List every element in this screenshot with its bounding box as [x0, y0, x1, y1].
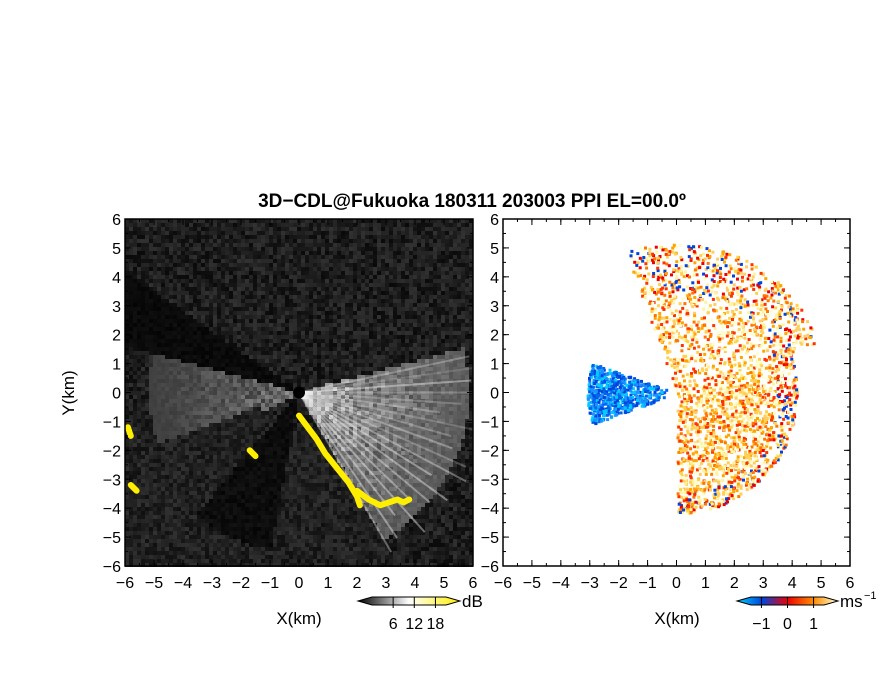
x-tick-label: −5: [145, 575, 163, 592]
velocity-x-axis-label: X(km): [654, 609, 699, 628]
x-tick-label: 3: [382, 575, 391, 592]
y-tick-label: 5: [490, 241, 499, 258]
x-tick-label: −4: [174, 575, 192, 592]
beam-streak: [298, 355, 470, 394]
x-tick-label: 5: [817, 575, 826, 592]
colorbar-tick-label: 12: [405, 616, 423, 633]
x-tick-label: 2: [730, 575, 739, 592]
velocity-colorbar: −1 0 1ms −1: [735, 590, 877, 633]
beam-streak: [298, 391, 482, 433]
x-tick-label: −2: [610, 575, 628, 592]
colorbar-unit-exponent: −1: [864, 590, 877, 602]
colorbar-tick-label: 6: [389, 616, 398, 633]
y-tick-label: 1: [490, 357, 499, 374]
high-echo-track: [127, 482, 140, 494]
x-tick-label: −4: [552, 575, 570, 592]
y-tick-label: 3: [112, 299, 121, 316]
high-echo-track: [354, 487, 413, 509]
x-tick-label: −3: [203, 575, 221, 592]
y-tick-label: 4: [112, 270, 121, 287]
beam-streak: [298, 391, 441, 414]
x-tick-label: 4: [411, 575, 420, 592]
y-tick-label: 6: [112, 212, 121, 229]
x-tick-label: 3: [759, 575, 768, 592]
x-tick-label: −6: [494, 575, 512, 592]
x-tick-label: 0: [295, 575, 304, 592]
intensity-ticks: −6 −5 −4 −3 −2 −1 0 1 2 3 4 5 6 6 5 4 3 2 1 0 −1 −2 −3 −4 −5 −6: [103, 212, 478, 592]
radar-site: [293, 386, 305, 399]
y-tick-label: −3: [481, 472, 499, 489]
y-tick-label: 0: [490, 386, 499, 403]
beam-streak: [298, 391, 448, 502]
x-tick-label: −6: [116, 575, 134, 592]
colorbar-unit: dB: [462, 592, 483, 611]
y-tick-label: −5: [481, 530, 499, 547]
beam-streak: [298, 391, 453, 450]
high-echo-track: [246, 447, 259, 460]
beam-streak: [298, 365, 482, 394]
colorbar-tick-label: 1: [809, 616, 818, 633]
intensity-colorbar: 6 12 18 dB: [356, 592, 483, 633]
y-tick-label: −2: [103, 443, 121, 460]
chart-title: 3D−CDL@Fukuoka 180311 203003 PPI EL=00.0…: [258, 191, 686, 212]
intensity-x-axis-label: X(km): [276, 609, 321, 628]
x-tick-label: 4: [788, 575, 797, 592]
y-tick-label: −6: [481, 559, 499, 576]
x-tick-label: 1: [324, 575, 333, 592]
x-tick-label: 2: [353, 575, 362, 592]
y-tick-label: −5: [103, 530, 121, 547]
velocity-ticks: −6 −5 −4 −3 −2 −1 0 1 2 3 4 5 6 6 5 4 3 2 1 0 −1 −2 −3 −4 −5 −6: [481, 212, 855, 592]
beam-streak: [298, 391, 411, 501]
velocity-plot-area: [586, 243, 816, 515]
x-tick-label: −1: [261, 575, 279, 592]
y-tick-label: 2: [490, 328, 499, 345]
y-tick-label: −6: [103, 559, 121, 576]
y-tick-label: −4: [103, 501, 121, 518]
x-tick-label: 6: [846, 575, 855, 592]
high-echo-track: [296, 412, 363, 509]
x-tick-label: 1: [701, 575, 710, 592]
y-tick-label: 2: [112, 328, 121, 345]
y-tick-label: 0: [112, 386, 121, 403]
y-tick-label: −4: [481, 501, 499, 518]
intensity-plot-area: [124, 219, 484, 567]
beam-streak: [298, 391, 452, 438]
colorbar-tick-label: 18: [427, 616, 445, 633]
x-tick-label: 5: [440, 575, 449, 592]
x-tick-label: −3: [581, 575, 599, 592]
y-tick-label: −1: [481, 414, 499, 431]
beam-streak: [298, 391, 398, 539]
colorbar-tick-label: −1: [752, 616, 770, 633]
x-tick-label: −5: [523, 575, 541, 592]
y-tick-label: −1: [103, 414, 121, 431]
y-tick-label: 1: [112, 357, 121, 374]
x-tick-label: 6: [469, 575, 478, 592]
y-tick-label: −2: [481, 443, 499, 460]
beam-streak: [298, 391, 431, 504]
beam-streak: [298, 379, 472, 394]
colorbar-unit: ms: [840, 592, 863, 611]
beam-streak: [298, 391, 396, 517]
beam-streak: [298, 391, 392, 553]
intensity-y-axis-label: Y(km): [59, 370, 78, 415]
y-tick-label: 4: [490, 270, 499, 287]
beam-streak: [298, 391, 426, 533]
colorbar-tick-label: 0: [783, 616, 792, 633]
beam-streak: [298, 391, 433, 477]
beam-streak: [298, 391, 467, 468]
y-tick-label: 6: [490, 212, 499, 229]
beam-streak: [298, 391, 462, 405]
x-tick-label: 0: [672, 575, 681, 592]
y-tick-label: −3: [103, 472, 121, 489]
y-tick-label: 3: [490, 299, 499, 316]
x-tick-label: −1: [638, 575, 656, 592]
high-echo-track: [124, 424, 134, 439]
x-tick-label: −2: [232, 575, 250, 592]
beam-streak: [298, 391, 467, 483]
y-tick-label: 5: [112, 241, 121, 258]
